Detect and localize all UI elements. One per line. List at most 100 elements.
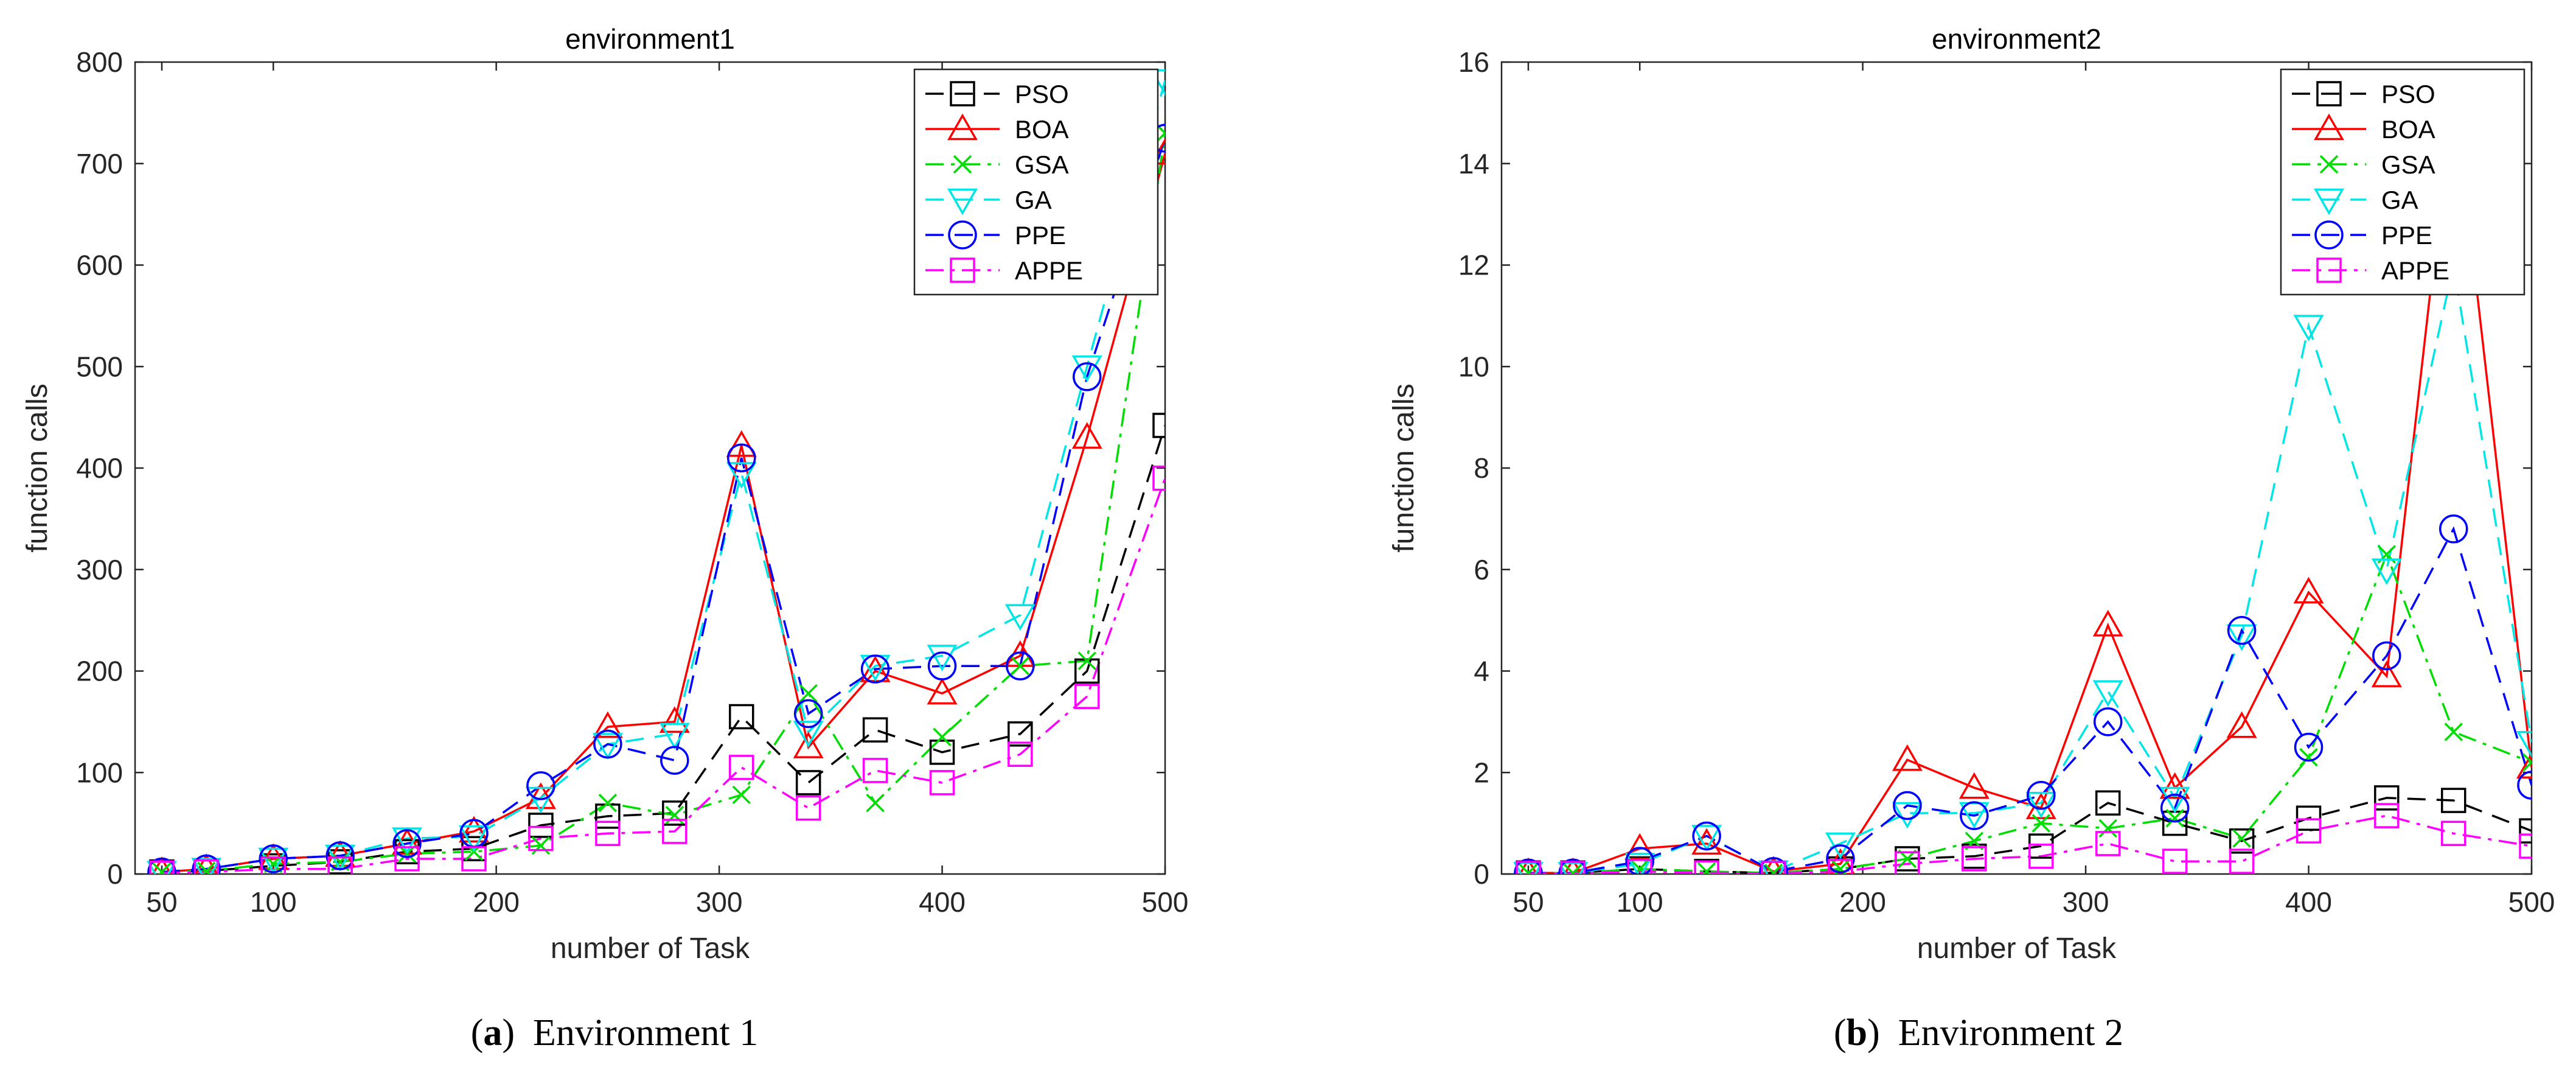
data-point-ga [2516,730,2532,758]
data-point-ppe [2093,707,2123,736]
data-point-appe [1694,860,1719,874]
legend-swatch-marker [2314,220,2344,250]
data-point-ga [1892,802,1923,829]
data-point-gsa [2444,722,2463,741]
data-point-pso [929,740,955,765]
data-point-gsa [1630,859,1649,874]
data-point-boa [927,677,958,705]
data-point-gsa [1077,651,1096,671]
data-point-gsa [933,727,952,747]
x-axis-label: number of Task [551,932,750,965]
x-tick-label: 400 [2285,886,2332,918]
legend-swatch-marker [2316,81,2342,107]
data-point-ppe [2372,641,2401,671]
data-point-gsa [1519,864,1538,874]
legend-label: BOA [1015,115,1069,144]
data-point-ppe [726,443,756,473]
legend-item: APPE [2292,256,2449,285]
data-point-ga [1691,825,1722,851]
data-point-ppe [1759,857,1788,874]
data-point-gsa [1697,862,1716,874]
data-point-ppe [2027,781,2056,810]
x-tick-label: 500 [1142,886,1189,918]
y-tick-label: 500 [76,351,123,382]
series-group [1513,72,2532,874]
data-point-gsa [866,794,885,813]
data-point-appe [2374,803,2400,828]
y-tick-label: 16 [1458,46,1489,78]
y-axis-label: function calls [21,383,54,552]
chart-title: environment2 [1932,23,2101,55]
data-point-boa [2371,660,2402,688]
legend-label: GA [1015,186,1052,214]
x-tick-label: 300 [2063,886,2109,918]
data-point-appe [2095,831,2121,856]
data-point-ppe [2160,793,2190,823]
data-point-gsa [732,785,751,805]
data-point-boa [659,706,690,733]
series-line-gsa [1528,551,2532,874]
series-line-ga [1528,265,2532,874]
legend-item: GA [925,186,1052,215]
data-point-appe [2162,848,2188,874]
y-tick-label: 200 [76,656,123,687]
data-point-appe [595,820,621,847]
x-tick-label: 100 [1617,886,1663,918]
data-point-appe [1828,859,1853,874]
data-point-pso [2519,818,2532,844]
data-point-ga [2159,786,2190,814]
legend-label: APPE [2381,256,2449,285]
y-tick-label: 12 [1458,250,1489,281]
data-point-ga [927,645,958,672]
data-point-gsa [152,862,172,874]
legend-swatch-marker [947,188,978,215]
data-point-ppe [2294,732,2324,762]
x-tick-label: 50 [146,886,177,918]
legend-item: PSO [2292,80,2435,108]
data-point-appe [327,856,353,874]
data-point-gsa [531,836,551,855]
data-point-ppe [1514,858,1543,874]
y-tick-label: 4 [1474,656,1489,687]
data-point-gsa [1831,859,1850,874]
data-point-gsa [2031,814,2051,833]
legend-item: APPE [925,256,1083,285]
data-point-ga [1071,355,1102,382]
data-point-appe [1516,861,1541,874]
legend-item: PSO [925,80,1069,108]
x-axis-label: number of Task [1917,932,2117,965]
data-point-appe [862,758,888,783]
data-point-pso [1008,721,1033,747]
data-point-ppe [392,829,422,858]
legend-label: GA [2381,186,2418,214]
data-point-ppe [793,699,823,729]
legend-label: APPE [1015,256,1083,285]
legend-swatch-marker [948,220,977,250]
legend-item: GA [2292,186,2418,215]
data-point-appe [1152,465,1165,491]
data-point-appe [2440,820,2466,847]
data-point-gsa [2098,819,2117,838]
legend-box [913,68,1159,296]
data-point-ppe [1625,847,1654,874]
x-tick-label: 200 [473,886,520,918]
y-tick-label: 8 [1474,452,1489,484]
series-line-appe [161,478,1165,874]
data-point-ppe [660,746,689,775]
y-tick-label: 700 [76,148,123,180]
data-point-gsa [799,684,818,703]
series-line-appe [1528,814,2532,874]
data-point-boa [458,816,490,843]
data-point-pso [2095,790,2121,816]
data-point-appe [1560,861,1586,874]
data-point-ppe [192,854,221,874]
data-point-ga [525,786,556,814]
data-point-ppe [1960,801,1989,830]
series-group [146,69,1165,874]
legend-swatch-marker [2316,257,2342,283]
data-point-appe [1627,859,1652,874]
data-point-ppe [1692,821,1721,851]
legend-swatch-marker [953,155,972,174]
x-tick-label: 50 [1513,886,1544,918]
data-point-ga [458,825,490,852]
